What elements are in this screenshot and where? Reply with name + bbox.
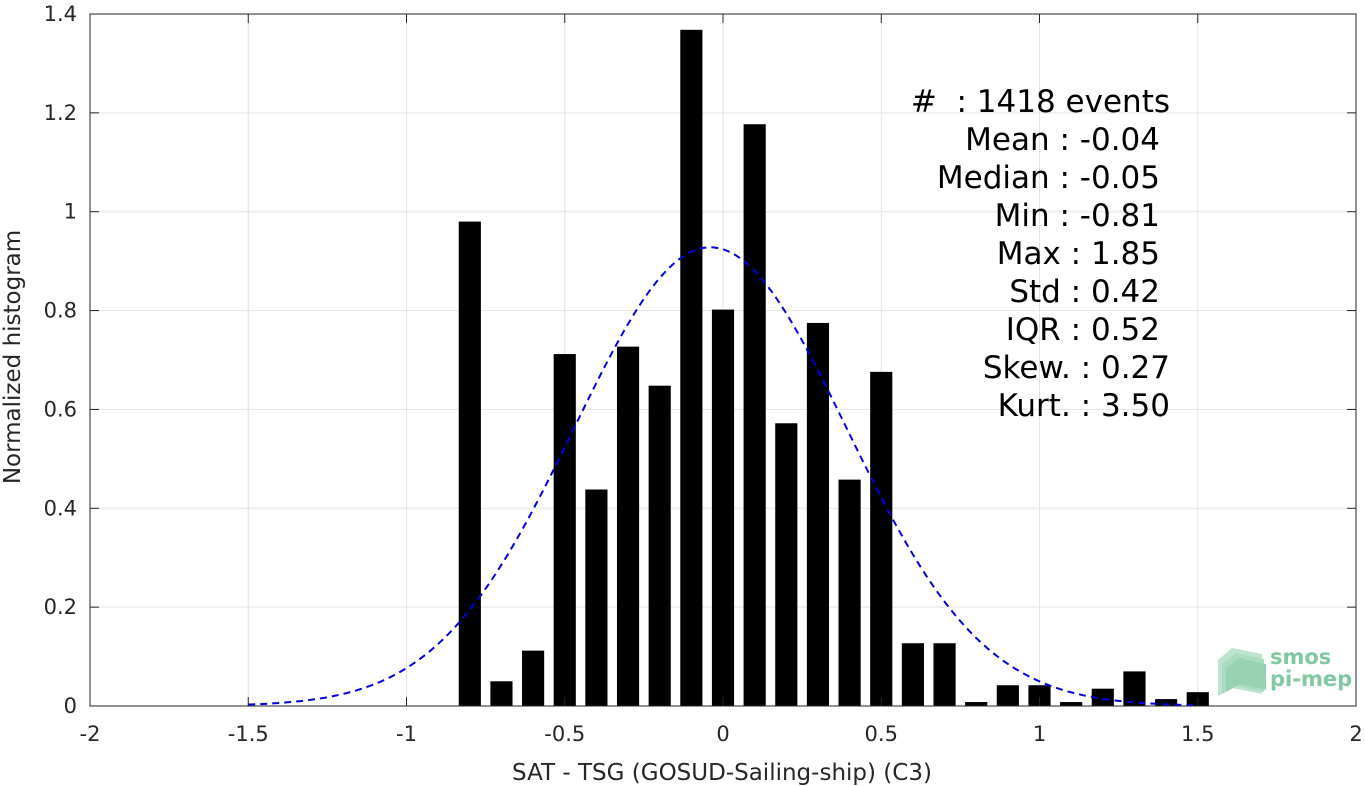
histogram-bar-15 — [933, 643, 956, 706]
stats-kurt: Kurt. : 3.50 — [998, 388, 1170, 424]
y-tick-label-7: 1.4 — [44, 2, 77, 26]
histogram-bar-19 — [1060, 702, 1083, 706]
y-tick-label-6: 1.2 — [44, 101, 77, 125]
x-tick-label-4: 0 — [716, 722, 729, 746]
histogram-bar-9 — [743, 124, 766, 707]
y-tick-label-1: 0.2 — [44, 595, 77, 619]
x-tick-label-6: 1 — [1033, 722, 1046, 746]
statistics-annotation: # : 1418 events Mean : -0.04 Median : -0… — [911, 84, 1170, 424]
stats-skew: Skew. : 0.27 — [983, 350, 1170, 386]
normal-fit-curve — [248, 246, 1198, 707]
x-tick-label-2: -1 — [396, 722, 417, 746]
x-tick-label-7: 1.5 — [1181, 722, 1214, 746]
y-tick-label-3: 0.6 — [44, 397, 77, 421]
y-tick-label-2: 0.4 — [44, 496, 77, 520]
histogram-bar-5 — [616, 346, 640, 706]
histogram-bar-21 — [1123, 671, 1146, 706]
x-tick-label-3: -0.5 — [544, 722, 585, 746]
histogram-bar-10 — [775, 423, 798, 706]
y-tick-label-4: 0.8 — [44, 299, 77, 323]
histogram-bar-12 — [838, 479, 861, 706]
histogram-bar-22 — [1155, 699, 1178, 706]
x-tick-labels: -2 -1.5 -1 -0.5 0 0.5 1 1.5 2 — [80, 722, 1363, 746]
x-tick-label-0: -2 — [80, 722, 101, 746]
histogram-bar-3 — [553, 354, 576, 706]
x-axis-label: SAT - TSG (GOSUD-Sailing-ship) (C3) — [512, 760, 932, 786]
logo-text-pi-mep: pi-mep — [1270, 667, 1352, 691]
histogram-bar-2 — [522, 650, 545, 706]
y-tick-label-5: 1 — [64, 200, 77, 224]
histogram-bar-0 — [458, 221, 481, 706]
histogram-bars — [458, 29, 1209, 707]
histogram-bar-14 — [901, 643, 924, 706]
stats-min: Min : -0.81 — [995, 198, 1160, 234]
stats-count: # : 1418 events — [911, 84, 1170, 120]
stats-mean: Mean : -0.04 — [965, 122, 1160, 158]
histogram-bar-18 — [1028, 685, 1051, 706]
smos-pi-mep-logo: smos pi-mep — [1218, 645, 1352, 696]
stats-std: Std : 0.42 — [1009, 274, 1160, 310]
histogram-bar-20 — [1091, 688, 1114, 706]
stats-max: Max : 1.85 — [997, 236, 1160, 272]
x-tick-label-8: 2 — [1349, 722, 1362, 746]
stats-iqr: IQR : 0.52 — [1006, 312, 1160, 348]
histogram-bar-1 — [490, 681, 513, 706]
histogram-bar-4 — [585, 489, 608, 706]
histogram-bar-17 — [996, 685, 1019, 706]
y-tick-labels: 0 0.2 0.4 0.6 0.8 1 1.2 1.4 — [44, 2, 77, 718]
histogram-bar-11 — [806, 322, 830, 706]
y-tick-label-0: 0 — [64, 694, 77, 718]
histogram-bar-7 — [680, 29, 703, 707]
stats-median: Median : -0.05 — [937, 160, 1160, 196]
histogram-bar-16 — [965, 702, 988, 706]
logo-wave-icon — [1218, 648, 1266, 696]
x-tick-label-1: -1.5 — [228, 722, 269, 746]
histogram-bar-13 — [870, 371, 893, 706]
x-tick-label-5: 0.5 — [865, 722, 898, 746]
histogram-bar-6 — [648, 385, 671, 706]
histogram-bar-8 — [711, 309, 735, 706]
axis-ticks — [89, 13, 1357, 707]
logo-text-smos: smos — [1270, 645, 1331, 669]
y-axis-label: Normalized histogram — [0, 230, 26, 484]
